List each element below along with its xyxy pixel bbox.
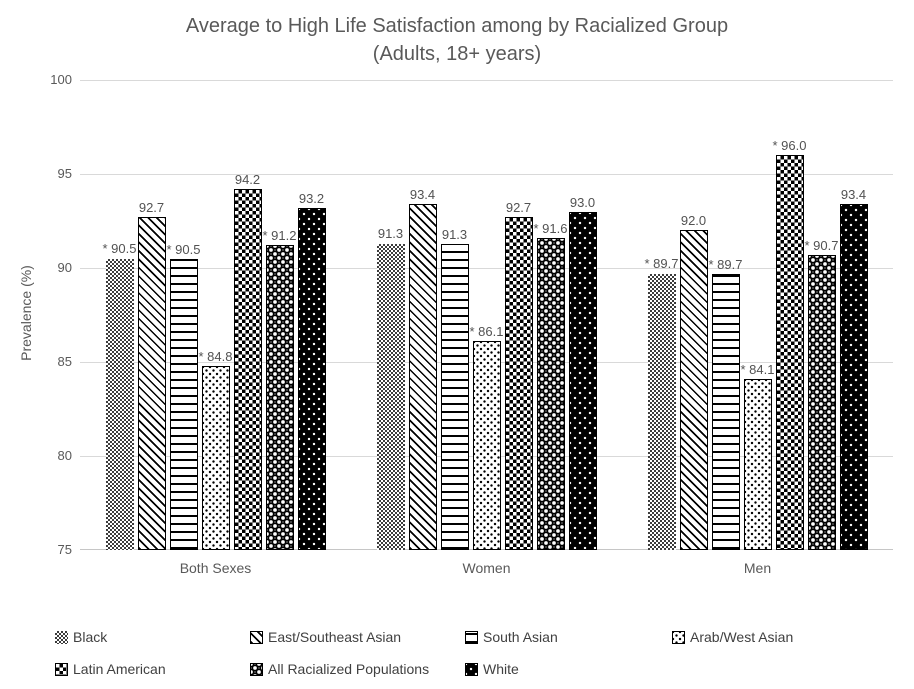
legend-item-white: White (465, 661, 519, 677)
bar-latin-american: 94.2 (233, 172, 262, 550)
bar-south-asian: * 90.5 (167, 242, 200, 550)
gridline-y-100 (80, 80, 893, 81)
gridline-y-95 (80, 174, 893, 175)
plot-area: 100 95 90 85 80 75 * 90.5 92.7 * 90.5 * 84.8 94.2 *… (50, 72, 893, 576)
legend-item-east-southeast-asian: East/Southeast Asian (250, 629, 401, 645)
bar-white: 93.2 (297, 191, 326, 550)
legend-swatch-icon (55, 630, 68, 644)
legend-item-arab-west-asian: Arab/West Asian (672, 629, 793, 645)
bar-data-label: * 89.7 (644, 255, 679, 271)
bar-all-racialized-populations: * 90.7 (805, 238, 838, 550)
bar-black: * 90.5 (103, 241, 136, 550)
bar-data-label: 94.2 (234, 172, 261, 188)
y-tick-label: 75 (57, 542, 72, 557)
legend-label: South Asian (483, 629, 558, 645)
category-group-women: 91.3 93.4 91.3 * 86.1 92.7 * 91.6 93.0 Women (351, 80, 622, 576)
bar-data-label: 92.0 (680, 213, 707, 229)
legend-label: East/Southeast Asian (268, 629, 402, 645)
bar-data-label: 93.4 (840, 187, 867, 203)
legend-label: Black (73, 629, 108, 645)
bar-east-southeast-asian: 93.4 (408, 187, 437, 550)
bar-latin-american: * 96.0 (773, 138, 806, 550)
bar-data-label: 93.4 (409, 187, 436, 203)
bar-data-label: 91.3 (377, 225, 404, 241)
y-tick-label: 95 (57, 166, 72, 181)
bar-white: 93.4 (839, 187, 868, 550)
bar-data-label: 91.3 (441, 226, 468, 242)
bar-data-label: 93.0 (569, 194, 596, 210)
bar-all-racialized-populations: * 91.6 (534, 221, 567, 550)
bar-data-label: * 91.6 (533, 220, 568, 236)
legend-item-south-asian: South Asian (465, 629, 558, 645)
bar-data-label: 92.7 (138, 200, 165, 216)
bar-data-label: * 84.8 (198, 348, 233, 364)
x-axis-category-label: Both Sexes (179, 560, 252, 576)
bar-black: 91.3 (376, 226, 405, 550)
bar-groups: * 90.5 92.7 * 90.5 * 84.8 94.2 * 91.2 93.2 Both… (80, 80, 893, 576)
legend-swatch-icon (672, 630, 685, 644)
category-group-both-sexes: * 90.5 92.7 * 90.5 * 84.8 94.2 * 91.2 93.2 Both… (80, 80, 351, 576)
y-tick-label: 85 (57, 354, 72, 369)
bar-data-label: * 90.7 (804, 237, 839, 253)
legend-label: White (483, 661, 519, 677)
bar-data-label: * 90.5 (102, 240, 137, 256)
legend-label: All Racialized Populations (268, 661, 430, 677)
bar-all-racialized-populations: * 91.2 (263, 228, 296, 550)
bar-data-label: 92.7 (505, 200, 532, 216)
bar-arab-west-asian: * 84.8 (199, 349, 232, 550)
bar-south-asian: * 89.7 (709, 257, 742, 550)
bar-white: 93.0 (568, 195, 597, 550)
y-tick-label: 80 (57, 448, 72, 463)
bar-data-label: 93.2 (298, 190, 325, 206)
category-group-men: * 89.7 92.0 * 89.7 * 84.1 * 96.0 * 90.7 93.4 Me… (622, 80, 893, 576)
x-axis-category-label: Men (743, 560, 772, 576)
bar-east-southeast-asian: 92.7 (137, 200, 166, 550)
bar-data-label: * 96.0 (772, 138, 807, 154)
y-tick-label: 90 (57, 260, 72, 275)
x-axis-category-label: Women (462, 560, 511, 576)
legend-swatch-icon (250, 662, 263, 676)
chart-title: Average to High Life Satisfaction among … (185, 15, 729, 37)
legend-label: Arab/West Asian (690, 629, 794, 645)
legend-label: Latin American (73, 661, 166, 677)
bar-data-label: * 86.1 (469, 324, 504, 340)
bar-black: * 89.7 (645, 256, 678, 550)
bar-arab-west-asian: * 86.1 (470, 324, 503, 550)
legend-item-all-racialized-populations: All Racialized Populations (250, 661, 429, 677)
bar-east-southeast-asian: 92.0 (679, 213, 708, 550)
gridline-y-90 (80, 268, 893, 269)
y-tick-label: 100 (50, 72, 72, 87)
bar-data-label: * 91.2 (262, 228, 297, 244)
bar-data-label: * 84.1 (740, 361, 775, 377)
bar-arab-west-asian: * 84.1 (741, 362, 774, 550)
chart-title-block: Average to High Life Satisfaction among … (0, 12, 914, 68)
bar-south-asian: 91.3 (440, 227, 469, 550)
legend-swatch-icon (465, 662, 478, 676)
bar-data-label: * 90.5 (166, 241, 201, 257)
legend-item-black: Black (55, 629, 107, 645)
legend-item-latin-american: Latin American (55, 661, 166, 677)
legend-swatch-icon (250, 630, 263, 644)
bar-latin-american: 92.7 (504, 200, 533, 550)
legend-swatch-icon (465, 630, 478, 644)
chart-subtitle: (Adults, 18+ years) (372, 43, 542, 65)
legend-swatch-icon (55, 662, 68, 676)
bar-data-label: * 89.7 (708, 256, 743, 272)
